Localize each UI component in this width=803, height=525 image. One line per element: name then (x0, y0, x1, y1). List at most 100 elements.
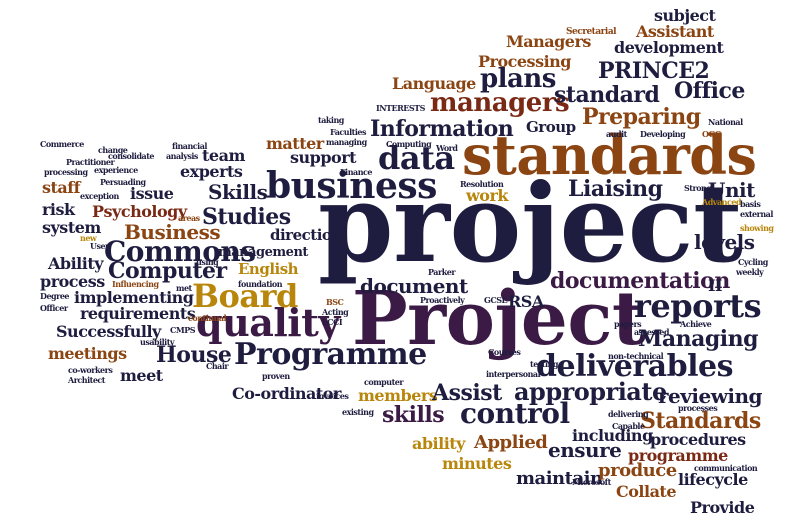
word-information: Information (370, 116, 514, 142)
word-parker: Parker (428, 267, 456, 277)
word-cycling: Cycling (738, 257, 768, 267)
word-met: met (176, 283, 192, 293)
word-programme: programme (628, 446, 728, 465)
word-strong: Strong (684, 183, 712, 193)
word-standards: standards (462, 123, 757, 187)
word-commerce: Commerce (40, 139, 84, 149)
word-reports: reports (634, 287, 762, 325)
word-preparing: Preparing (582, 104, 701, 130)
word-non-technical: non-technical (608, 351, 664, 361)
word-experts: experts (180, 162, 243, 181)
word-skills-cap: Skills (208, 180, 268, 204)
word-standard: standard (554, 82, 660, 108)
word-including: including (572, 426, 653, 445)
word-produce: produce (598, 460, 677, 481)
word-rsa: RSA (508, 292, 544, 311)
word-meetings: meetings (48, 344, 127, 363)
word-resolution: Resolution (460, 179, 504, 189)
word-english: English (238, 260, 299, 278)
word-invoices: invoices (316, 391, 349, 401)
word-experience: experience (94, 165, 138, 175)
word-processes: processes (678, 403, 718, 413)
word-appropriate: appropriate (514, 377, 667, 406)
word-courses: Courses (488, 347, 521, 357)
word-deliverables: deliverables (536, 349, 733, 384)
word-cmps: CMPS (170, 325, 196, 335)
word-ii: II (708, 276, 722, 295)
word-risk: risk (42, 200, 75, 219)
word-word: Word (436, 143, 458, 153)
word-practitioner: Practitioner (66, 157, 115, 167)
word-processing: processing (44, 167, 88, 177)
word-development: development (614, 38, 724, 57)
word-officer: Officer (40, 303, 68, 313)
word-work: work (466, 186, 508, 205)
word-procedures: procedures (650, 430, 746, 449)
word-group: Group (526, 118, 576, 136)
word-implementing: implementing (74, 288, 194, 307)
word-testing: testing (530, 359, 558, 369)
word-basis: basis (740, 199, 761, 209)
word-applied: Applied (474, 432, 548, 453)
word-levels: levels (694, 230, 755, 254)
word-project-cap: Project (352, 276, 646, 362)
word-acting: Acting (322, 307, 349, 317)
word-studies: Studies (202, 204, 291, 230)
word-issue: issue (130, 184, 174, 203)
word-delivering: delivering (608, 409, 649, 419)
word-computing: Computing (386, 139, 432, 149)
word-achieve: Achieve (680, 319, 712, 329)
word-lcci: LCCI (322, 317, 343, 327)
word-liaising: Liaising (568, 176, 663, 202)
word-continual: continual (188, 313, 227, 323)
word-architect: Architect (68, 375, 106, 385)
word-collate: Collate (616, 482, 677, 501)
word-prince2: PRINCE2 (598, 58, 710, 84)
word-computer: computer (364, 377, 404, 387)
word-advanced: Advanced (702, 197, 742, 207)
word-capable: Capable (612, 421, 645, 431)
word-ensure: ensure (548, 438, 622, 462)
word-data: data (378, 139, 455, 177)
word-usability: usability (140, 337, 175, 347)
word-proven: proven (262, 371, 290, 381)
word-skills: skills (382, 402, 445, 428)
word-managing-cap: Managing (638, 326, 758, 352)
word-provide: Provide (690, 498, 755, 517)
word-maintain: maintain (516, 468, 603, 489)
word-project: project (318, 161, 743, 287)
word-business: business (266, 165, 437, 207)
word-co-workers: co-workers (68, 365, 113, 375)
word-matter: matter (266, 134, 324, 153)
word-psychology: Psychology (92, 202, 187, 221)
word-communication: communication (694, 463, 758, 473)
word-process: process (40, 272, 105, 291)
word-managing-lc: managing (326, 137, 367, 147)
word-programme-cap: Programme (234, 337, 427, 372)
word-persuading: Persuading (100, 177, 146, 187)
word-unit: Unit (708, 178, 755, 202)
word-interests: INTERESTS (376, 103, 425, 113)
word-lifecycle: lifecycle (678, 470, 748, 489)
word-coordinator: Co-ordinator (232, 384, 341, 403)
word-quality: quality (196, 300, 340, 345)
word-finance: Finance (340, 167, 373, 177)
word-secretarial: Secretarial (566, 27, 617, 37)
word-using: using (196, 257, 219, 267)
word-successfully: Successfully (56, 322, 161, 341)
word-interpersonal: interpersonal (486, 369, 541, 379)
word-microsoft: Microsoft (572, 477, 611, 487)
word-board: Board (192, 277, 298, 315)
word-house: House (156, 342, 232, 368)
word-plans: plans (480, 64, 556, 94)
word-analysis: analysis (166, 151, 198, 161)
word-language: Language (392, 74, 476, 93)
word-faculties: Faculties (330, 127, 366, 137)
word-bsc: BSC (326, 297, 344, 307)
word-support: support (290, 148, 357, 167)
word-meet: meet (120, 366, 163, 385)
word-managers: managers (430, 88, 570, 118)
word-ogc: OGC (702, 129, 721, 139)
word-minutes: minutes (442, 454, 512, 473)
